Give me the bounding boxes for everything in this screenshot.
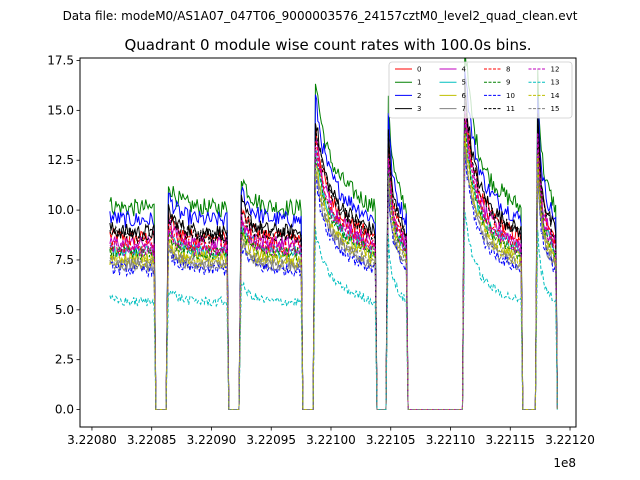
chart-title: Quadrant 0 module wise count rates with … [124,36,531,54]
legend-label-9: 9 [506,79,510,87]
legend-label-0: 0 [417,66,421,74]
legend-label-3: 3 [417,105,421,113]
legend-label-6: 6 [462,92,467,100]
x-tick-label: 3.22110 [426,433,476,447]
x-tick-label: 3.22120 [545,433,595,447]
legend-label-13: 13 [551,79,560,87]
legend-label-10: 10 [506,92,515,100]
y-tick-label: 7.5 [55,253,74,267]
series-layer [109,58,558,411]
y-tick-label: 10.0 [47,203,74,217]
axes: 3.22080 3.22085 3.22090 3.22095 3.22100 3.221… [47,53,595,447]
legend-label-5: 5 [462,79,466,87]
y-tick-label: 5.0 [55,303,74,317]
plot-frame [79,57,577,428]
legend-label-4: 4 [462,66,467,74]
series-line-8 [109,113,558,411]
x-tick-label: 3.22100 [306,433,356,447]
legend-label-7: 7 [462,105,466,113]
series-line-12 [109,120,558,411]
x-tick-label: 3.22095 [246,433,296,447]
x-offset-label: 1e8 [553,456,576,470]
y-tick-label: 17.5 [47,53,74,67]
legend-label-12: 12 [551,66,560,74]
x-tick-label: 3.22080 [67,433,117,447]
legend-label-1: 1 [417,79,421,87]
y-tick-label: 15.0 [47,103,74,117]
y-tick-label: 0.0 [55,403,74,417]
series-line-9 [109,120,558,411]
x-tick-label: 3.22115 [485,433,535,447]
chart-suptitle: Data file: modeM0/AS1A07_047T06_90000035… [63,9,578,23]
series-line-3 [109,78,558,411]
x-tick-label: 3.22105 [366,433,416,447]
series-line-13 [109,211,558,411]
series-line-14 [109,133,558,411]
legend-label-2: 2 [417,92,421,100]
series-line-11 [109,84,558,411]
series-line-2 [109,71,558,411]
x-tick-label: 3.22085 [127,433,177,447]
x-tick-label: 3.22090 [187,433,237,447]
y-tick-label: 2.5 [55,353,74,367]
plot-area [80,58,576,427]
legend-label-15: 15 [551,105,560,113]
legend-frame [388,61,573,119]
series-line-1 [109,58,558,411]
legend-label-8: 8 [506,66,510,74]
y-tick-label: 12.5 [47,153,74,167]
series-line-0 [109,88,558,411]
legend-label-14: 14 [551,92,560,100]
legend-label-11: 11 [506,105,515,113]
